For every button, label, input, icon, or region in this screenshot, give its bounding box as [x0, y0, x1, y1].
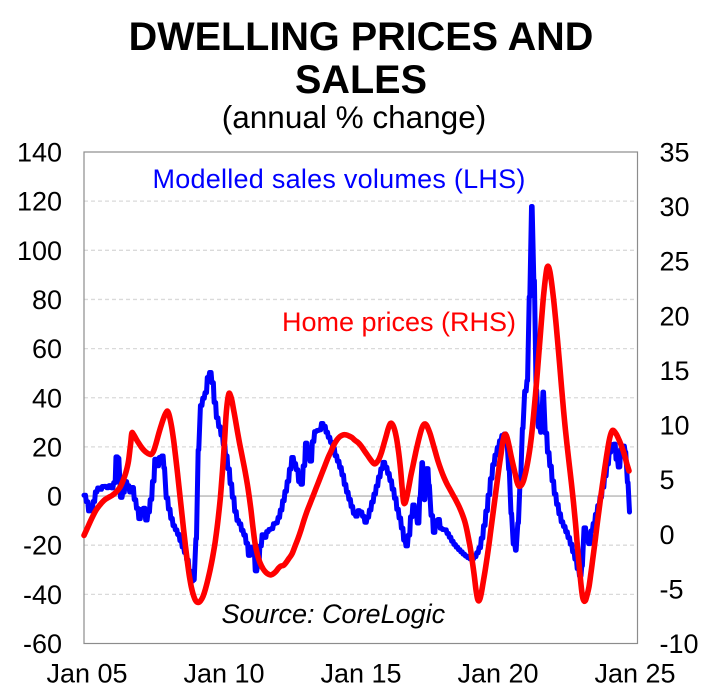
- svg-text:20: 20: [32, 432, 62, 462]
- svg-text:-60: -60: [23, 629, 62, 659]
- svg-text:Source: CoreLogic: Source: CoreLogic: [222, 599, 446, 629]
- svg-text:Jan 10: Jan 10: [183, 659, 264, 689]
- svg-text:-10: -10: [660, 629, 699, 659]
- svg-text:25: 25: [660, 247, 690, 277]
- svg-text:(annual % change): (annual % change): [222, 99, 486, 135]
- svg-text:80: 80: [32, 285, 62, 315]
- svg-text:Jan 25: Jan 25: [594, 659, 675, 689]
- svg-text:Jan 15: Jan 15: [320, 659, 401, 689]
- svg-text:-40: -40: [23, 580, 62, 610]
- svg-text:100: 100: [17, 236, 62, 266]
- svg-text:Jan 20: Jan 20: [457, 659, 538, 689]
- svg-text:5: 5: [660, 465, 675, 495]
- svg-text:Home prices (RHS): Home prices (RHS): [282, 307, 516, 337]
- svg-text:Jan 05: Jan 05: [46, 659, 127, 689]
- svg-text:Modelled sales volumes (LHS): Modelled sales volumes (LHS): [153, 164, 526, 194]
- svg-text:0: 0: [660, 520, 675, 550]
- svg-text:140: 140: [17, 137, 62, 167]
- svg-text:-5: -5: [660, 574, 684, 604]
- svg-text:SALES: SALES: [295, 58, 427, 102]
- svg-text:DWELLING PRICES AND: DWELLING PRICES AND: [129, 15, 594, 59]
- svg-text:10: 10: [660, 411, 690, 441]
- svg-text:15: 15: [660, 356, 690, 386]
- svg-text:35: 35: [660, 137, 690, 167]
- svg-text:120: 120: [17, 187, 62, 217]
- svg-text:60: 60: [32, 334, 62, 364]
- svg-text:0: 0: [47, 482, 62, 512]
- svg-text:40: 40: [32, 383, 62, 413]
- svg-text:-20: -20: [23, 531, 62, 561]
- svg-text:30: 30: [660, 192, 690, 222]
- svg-text:20: 20: [660, 301, 690, 331]
